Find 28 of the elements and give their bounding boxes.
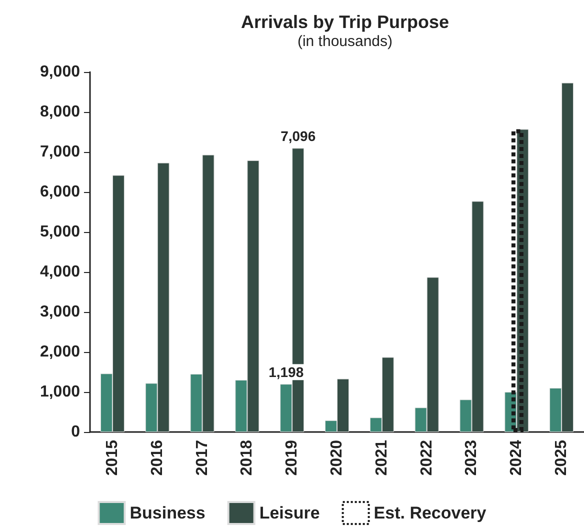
- data-label: 7,096: [280, 128, 316, 144]
- y-tick-label: 7,000: [40, 144, 80, 160]
- legend-label: Est. Recovery: [374, 504, 487, 522]
- x-tick-label: 2019: [284, 440, 301, 476]
- chart-title: Arrivals by Trip Purpose: [240, 12, 450, 32]
- x-tick-label: 2017: [194, 440, 211, 476]
- x-tick-label: 2022: [418, 440, 436, 476]
- x-tick-label: 2018: [238, 440, 256, 476]
- chart-subtitle: (in thousands): [297, 33, 393, 50]
- y-tick-label: 2,000: [40, 344, 80, 360]
- y-tick-label: 8,000: [40, 104, 80, 120]
- x-tick-label: 2021: [373, 440, 390, 476]
- x-tick-label: 2015: [104, 440, 121, 476]
- y-tick-label: 3,000: [40, 304, 80, 320]
- y-tick-label: 9,000: [40, 64, 80, 80]
- y-tick-label: 4,000: [40, 264, 80, 280]
- y-tick-label: 0: [71, 424, 80, 440]
- legend-label: Business: [130, 504, 206, 522]
- x-tick-label: 2025: [553, 440, 570, 476]
- data-label: 1,198: [268, 364, 304, 380]
- x-tick-label: 2024: [508, 440, 526, 476]
- x-tick-label: 2023: [463, 440, 480, 476]
- y-tick-label: 1,000: [40, 384, 80, 400]
- y-tick-label: 5,000: [40, 224, 80, 240]
- x-tick-label: 2020: [328, 440, 346, 476]
- x-tick-label: 2016: [148, 440, 166, 476]
- legend-label: Leisure: [259, 504, 320, 522]
- y-tick-label: 6,000: [40, 184, 80, 200]
